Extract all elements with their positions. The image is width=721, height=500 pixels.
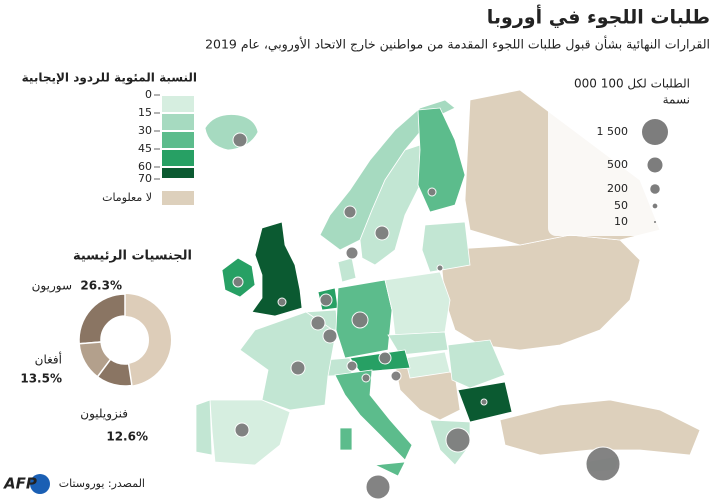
- map-bubble: [310, 315, 326, 331]
- size-legend-title: الطلبات لكل 100 000: [574, 77, 690, 91]
- land: [387, 331, 449, 356]
- map-bubble: [427, 187, 437, 197]
- land: [337, 257, 357, 283]
- size-legend-label: 500: [607, 158, 628, 171]
- map-bubble: [232, 132, 248, 148]
- donut-segment: [78, 293, 126, 345]
- land: [334, 369, 413, 461]
- map-bubble: [345, 246, 359, 260]
- color-swatch: [162, 150, 194, 166]
- size-legend-circle: [652, 203, 658, 209]
- donut-category: سوريون: [32, 279, 72, 294]
- legend-tick-label: 0: [145, 88, 152, 101]
- no-data-swatch: [162, 191, 194, 205]
- land: [195, 399, 213, 456]
- map-bubble: [361, 373, 371, 383]
- map-bubble: [277, 297, 287, 307]
- color-swatch: [162, 132, 194, 148]
- donut-value-label: 13.5%: [20, 372, 62, 386]
- land: [417, 107, 466, 213]
- land: [421, 221, 471, 273]
- size-legend-box: [548, 68, 700, 236]
- map-bubble: [343, 205, 357, 219]
- donut-value-label: 12.6%: [106, 430, 148, 444]
- size-legend-label: 200: [607, 182, 628, 195]
- map-bubble: [290, 360, 306, 376]
- legend-tick-label: 15: [138, 106, 152, 119]
- legend-tick-label: 60: [138, 160, 152, 173]
- donut-segment: [96, 358, 133, 387]
- map-bubble: [322, 328, 338, 344]
- land: [373, 461, 406, 477]
- size-legend-label: 50: [614, 199, 628, 212]
- size-legend-circle: [642, 119, 668, 145]
- map-bubble: [445, 427, 471, 453]
- source: المصدر: يوروستات: [59, 477, 145, 490]
- land: [384, 271, 451, 336]
- map-bubble: [232, 276, 244, 288]
- map-bubble: [234, 422, 250, 438]
- logo: AFP: [3, 475, 37, 493]
- land-no-data: [499, 399, 701, 456]
- size-legend-label: 10: [614, 215, 628, 228]
- land-no-data: [439, 234, 641, 351]
- land: [209, 399, 291, 466]
- legend-tick-label: 45: [138, 142, 152, 155]
- size-legend-label: 1 500: [597, 125, 629, 138]
- color-legend-title: النسبة المئوية للردود الإيجابية: [22, 71, 197, 86]
- land: [447, 339, 506, 389]
- color-swatch: [162, 168, 194, 178]
- map-bubble: [378, 351, 392, 365]
- map-bubble: [319, 293, 333, 307]
- size-legend-circle: [647, 157, 663, 173]
- donut-category: أفغان: [35, 352, 62, 367]
- donut-value-label: 26.3%: [80, 279, 122, 293]
- map-bubble: [436, 264, 444, 272]
- land: [339, 427, 353, 451]
- legend-tick-label: 30: [138, 124, 152, 137]
- land: [404, 351, 451, 379]
- land: [251, 221, 303, 317]
- map-bubble: [346, 360, 358, 372]
- map-bubble: [365, 474, 391, 500]
- logo-mark: [30, 474, 50, 494]
- size-legend-circle: [650, 184, 660, 194]
- size-legend-circle: [653, 220, 657, 224]
- map-bubble: [351, 311, 369, 329]
- map-bubble: [585, 446, 621, 482]
- donut-title: الجنسيات الرئيسية: [73, 249, 192, 264]
- color-swatch: [162, 96, 194, 112]
- subtitle: القرارات النهائية بشأن قبول طلبات اللجوء…: [205, 36, 710, 53]
- size-legend-title: نسمة: [663, 93, 690, 107]
- color-swatch: [162, 114, 194, 130]
- map-bubble: [390, 370, 402, 382]
- map-bubble: [374, 225, 390, 241]
- land: [204, 114, 259, 151]
- legend-tick-label: 70: [138, 172, 152, 185]
- title: طلبات اللجوء في أوروبا: [487, 5, 710, 29]
- map: [195, 89, 701, 500]
- map-bubble: [480, 398, 488, 406]
- no-data-label: لا معلومات: [102, 191, 152, 204]
- donut-category: فنزويليون: [80, 407, 128, 422]
